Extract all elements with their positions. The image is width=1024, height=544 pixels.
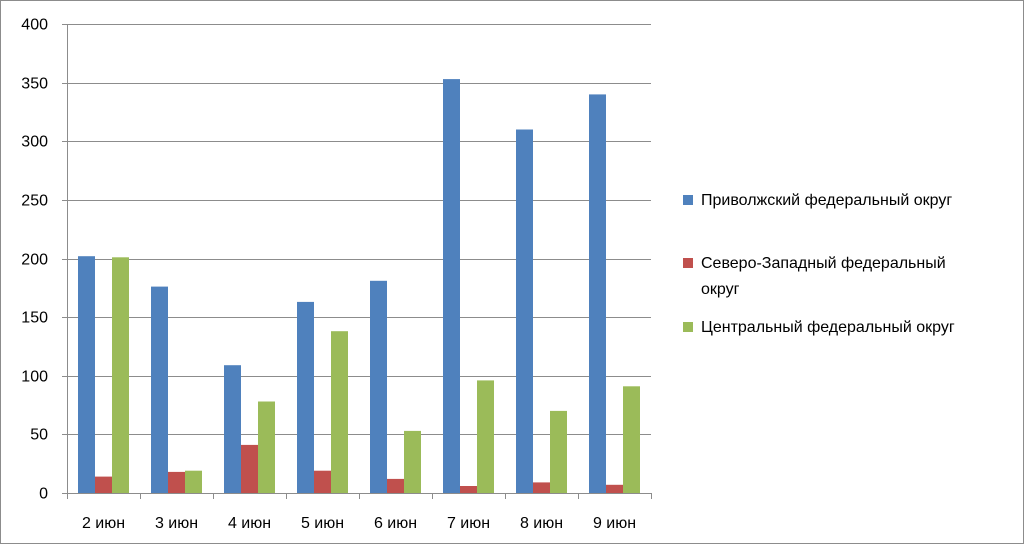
- bar-2-5: [387, 478, 404, 493]
- bar-1-4: [297, 301, 314, 493]
- bar-2-2: [168, 471, 185, 493]
- bar-1-7: [516, 129, 533, 493]
- bar-2-8: [606, 484, 623, 493]
- y-tick-label: 350: [21, 76, 48, 93]
- bar-2-7: [533, 482, 550, 493]
- x-tick-labels: 2 июн 3 июн 4 июн 5 июн 6 июн 7 июн 8 июн 9 июн: [82, 515, 636, 532]
- y-tick-label: 300: [21, 134, 48, 151]
- bar-1-8: [589, 94, 606, 494]
- legend: Приволжский федеральный округ Северо-Запа…: [683, 192, 955, 336]
- y-tick-label: 0: [39, 486, 48, 503]
- y-tick-label: 150: [21, 310, 48, 327]
- x-tick-label: 8 июн: [520, 515, 563, 532]
- bars: [78, 79, 640, 494]
- bar-3-3: [258, 401, 275, 493]
- legend-swatch-2: [683, 258, 693, 268]
- bar-1-3: [224, 365, 241, 493]
- x-tick-label: 2 июн: [82, 515, 125, 532]
- legend-label-2: Северо-Западный федеральный: [701, 255, 946, 272]
- y-tick-labels: 0 50 100 150 200 250 300 350 400: [21, 17, 48, 503]
- bar-3-7: [550, 410, 567, 493]
- x-tick-label: 9 июн: [593, 515, 636, 532]
- legend-swatch-1: [683, 195, 693, 205]
- bar-3-6: [477, 380, 494, 493]
- bar-1-1: [78, 256, 95, 493]
- x-tick-label: 6 июн: [374, 515, 417, 532]
- bar-1-5: [370, 280, 387, 493]
- bar-3-2: [185, 470, 202, 493]
- bar-2-3: [241, 444, 258, 493]
- bar-3-8: [623, 386, 640, 493]
- legend-label-2: округ: [701, 281, 740, 298]
- bar-1-2: [151, 286, 168, 493]
- bar-3-4: [331, 331, 348, 493]
- bar-2-1: [95, 476, 112, 493]
- y-tick-label: 200: [21, 252, 48, 269]
- bar-3-1: [112, 257, 129, 493]
- legend-label-3: Центральный федеральный округ: [701, 319, 955, 336]
- bar-2-6: [460, 486, 477, 493]
- x-tick-label: 4 июн: [228, 515, 271, 532]
- y-tick-label: 100: [21, 369, 48, 386]
- x-tick-label: 7 июн: [447, 515, 490, 532]
- axes: [62, 24, 652, 499]
- y-tick-label: 50: [30, 427, 48, 444]
- x-tick-label: 5 июн: [301, 515, 344, 532]
- y-tick-label: 400: [21, 17, 48, 34]
- bar-3-5: [404, 430, 421, 493]
- y-tick-label: 250: [21, 193, 48, 210]
- bar-1-6: [443, 79, 460, 493]
- x-tick-label: 3 июн: [155, 515, 198, 532]
- legend-label-1: Приволжский федеральный округ: [701, 192, 952, 209]
- legend-swatch-3: [683, 322, 693, 332]
- bar-2-4: [314, 470, 331, 493]
